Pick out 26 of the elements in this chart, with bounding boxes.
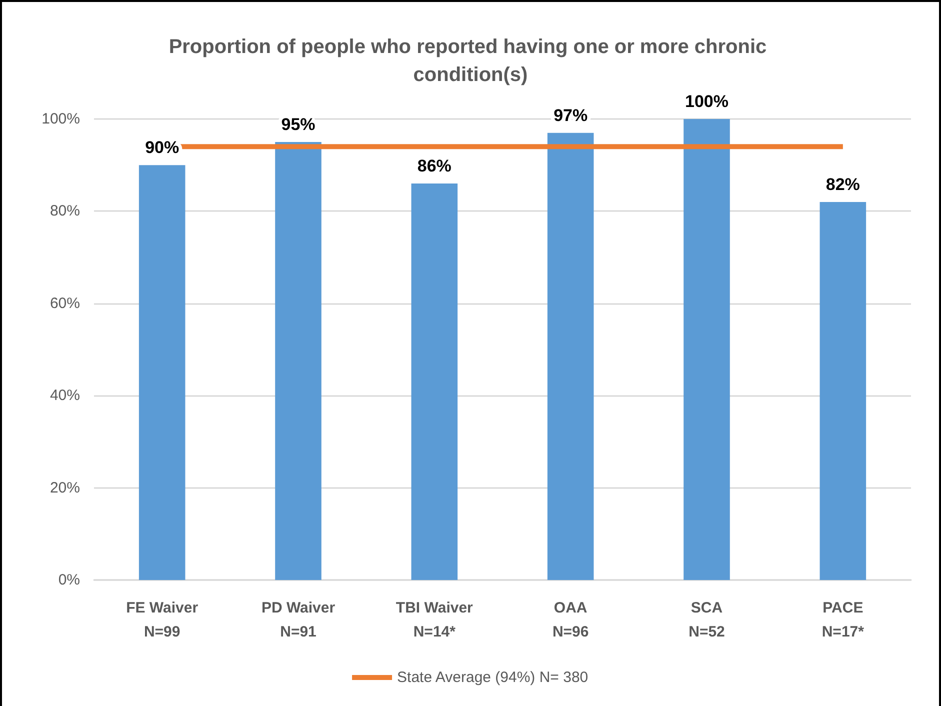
data-label: 97% <box>554 106 588 125</box>
data-label: 82% <box>826 174 860 194</box>
bar <box>684 119 730 580</box>
data-label: 100% <box>685 92 728 111</box>
bar <box>547 132 594 580</box>
y-tick-label: 80% <box>50 202 80 220</box>
x-tick-label: TBI Waiver N=14* <box>396 600 474 640</box>
data-label: 86% <box>417 156 452 176</box>
data-label: 90% <box>145 138 180 158</box>
y-tick-label: 0% <box>58 572 80 588</box>
legend-label: State Average (94%) N= 380 <box>397 669 588 686</box>
x-tick-label: SCA N=52 <box>688 600 725 640</box>
chart-title: Proportion of people who reported having one or more chronic condition(s) <box>168 36 772 86</box>
y-tick-label: 100% <box>42 110 80 128</box>
bar <box>275 142 322 580</box>
bar <box>138 165 186 580</box>
y-tick-label: 20% <box>50 479 80 496</box>
data-label: 95% <box>281 115 316 134</box>
x-tick-label: FE Waiver N=99 <box>126 600 198 640</box>
x-tick-label: PACE N=17* <box>822 600 864 640</box>
y-tick-label: 60% <box>50 294 80 312</box>
bar <box>820 202 866 580</box>
x-tick-label: OAA N=96 <box>552 600 589 640</box>
bar <box>411 184 458 580</box>
x-tick-label: PD Waiver N=91 <box>261 600 336 640</box>
y-tick-label: 40% <box>50 387 80 404</box>
